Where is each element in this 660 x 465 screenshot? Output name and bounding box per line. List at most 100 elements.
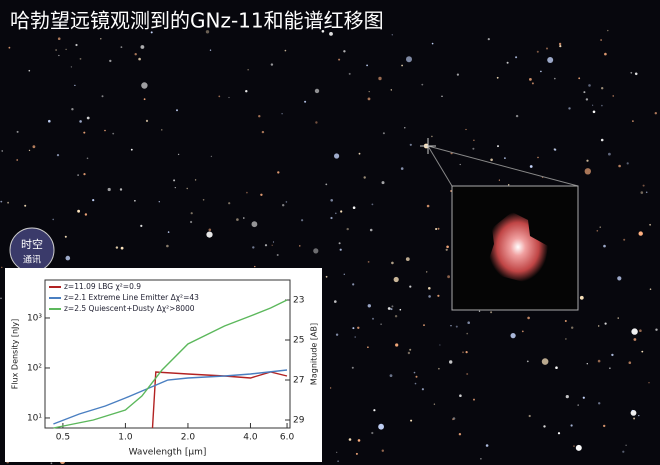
star	[537, 156, 539, 159]
star	[568, 107, 571, 110]
star	[571, 326, 574, 329]
star	[603, 244, 606, 248]
star	[371, 203, 374, 206]
star	[391, 34, 393, 36]
star	[77, 209, 80, 213]
star	[176, 109, 178, 112]
star	[592, 110, 596, 114]
y2-tick-label: 23	[293, 296, 304, 306]
star	[272, 241, 275, 243]
star	[622, 450, 625, 453]
star	[86, 116, 90, 120]
star	[194, 179, 197, 181]
star	[642, 184, 645, 187]
star	[282, 204, 285, 207]
star	[611, 353, 614, 357]
star	[455, 325, 458, 328]
star	[531, 82, 534, 85]
star	[433, 403, 436, 405]
star	[218, 95, 221, 98]
star	[480, 458, 482, 460]
star	[55, 49, 57, 51]
star	[258, 115, 261, 118]
star	[107, 187, 111, 192]
star	[628, 361, 632, 365]
star	[623, 238, 626, 241]
star	[65, 255, 71, 261]
star	[390, 308, 393, 311]
star	[173, 179, 176, 182]
star	[252, 246, 255, 249]
star	[437, 294, 440, 297]
star	[0, 200, 3, 203]
star	[304, 100, 307, 103]
star	[601, 87, 604, 90]
chart-panel	[5, 268, 322, 462]
star	[247, 69, 249, 71]
star	[343, 50, 346, 53]
star	[631, 409, 634, 412]
star	[428, 295, 431, 298]
star	[431, 135, 433, 138]
star	[166, 244, 169, 248]
star	[228, 202, 231, 205]
star	[462, 351, 464, 354]
star	[140, 224, 143, 227]
star	[352, 206, 356, 209]
star	[367, 261, 370, 263]
star	[338, 242, 341, 245]
star	[367, 346, 369, 349]
star	[631, 328, 638, 335]
star	[0, 297, 2, 300]
star	[536, 50, 539, 53]
star	[71, 108, 74, 111]
y2-axis-label: Magnitude [AB]	[310, 323, 319, 385]
star	[391, 305, 394, 308]
star	[205, 30, 210, 34]
star	[236, 218, 239, 221]
star	[367, 97, 371, 101]
star	[404, 127, 406, 129]
star	[314, 88, 320, 94]
star	[547, 57, 554, 63]
star	[177, 153, 180, 156]
star	[526, 360, 529, 363]
star	[390, 89, 392, 91]
star	[281, 113, 283, 115]
star	[1, 266, 3, 268]
star	[209, 49, 212, 51]
star	[315, 121, 318, 124]
y-tick-label: 10³	[27, 313, 42, 323]
star	[485, 444, 489, 447]
star	[380, 323, 382, 325]
star	[50, 462, 53, 465]
star	[271, 244, 273, 246]
star	[648, 382, 650, 384]
star	[406, 56, 412, 63]
star	[466, 373, 469, 375]
star	[352, 327, 355, 330]
star	[592, 104, 594, 106]
star	[575, 444, 582, 451]
star	[564, 320, 567, 322]
star	[158, 201, 160, 203]
star	[343, 273, 345, 275]
star	[264, 244, 268, 247]
star	[529, 78, 532, 81]
star	[150, 31, 153, 34]
star	[28, 69, 31, 72]
star	[577, 404, 579, 406]
star	[612, 95, 614, 97]
star	[441, 95, 443, 98]
star	[381, 449, 384, 452]
star	[506, 61, 509, 64]
star	[348, 438, 352, 441]
star	[115, 246, 119, 249]
star	[246, 191, 248, 194]
star	[435, 228, 438, 230]
star	[58, 54, 60, 57]
star	[421, 83, 424, 86]
star	[330, 199, 334, 202]
star	[86, 157, 89, 160]
star	[625, 444, 627, 446]
